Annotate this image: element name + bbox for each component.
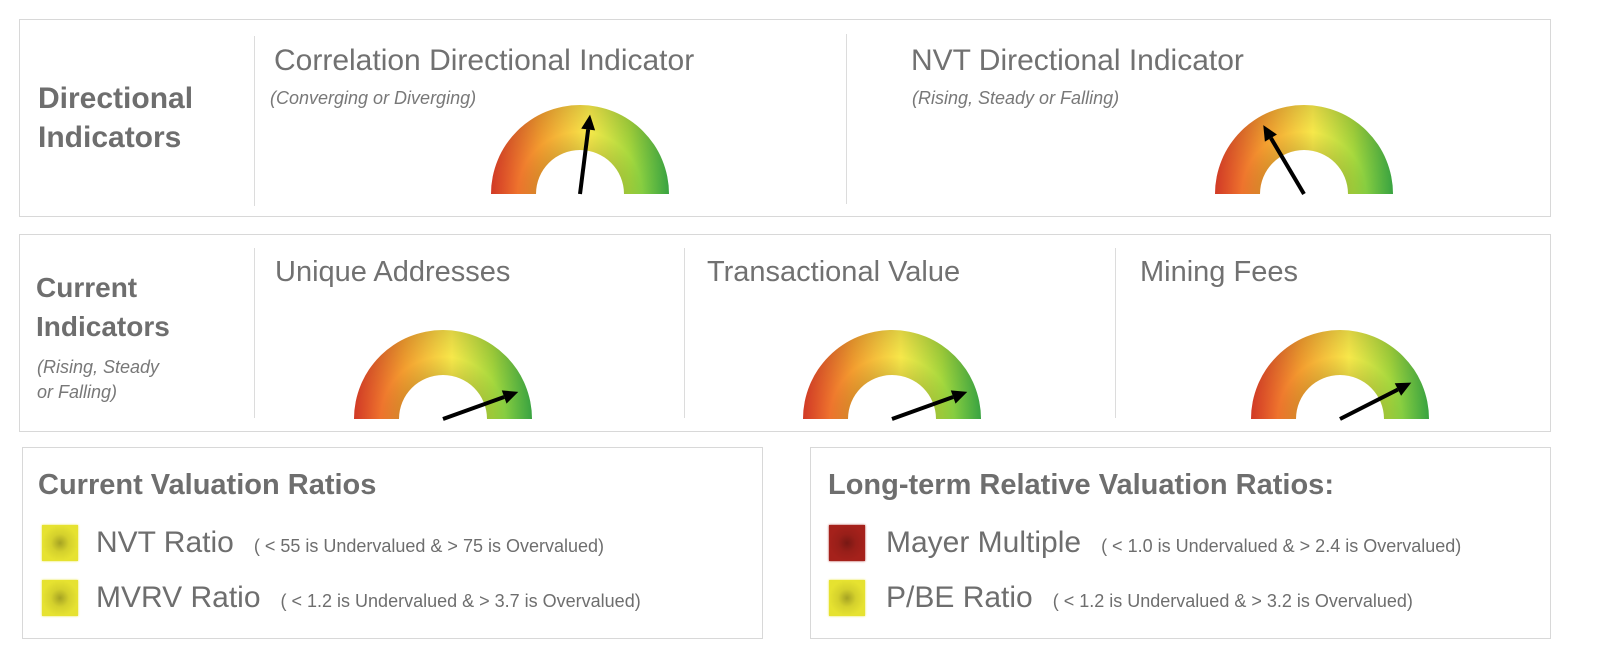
mvrv-ratio-name: MVRV Ratio: [96, 581, 261, 614]
divider: [846, 34, 847, 204]
unique-addresses-gauge: [354, 330, 532, 421]
nvt-directional-indicator-title: NVT Directional Indicator: [911, 44, 1244, 77]
divider: [684, 248, 685, 418]
mayer-multiple-threshold: ( < 1.0 is Undervalued & > 2.4 is Overva…: [1101, 536, 1462, 556]
correlation-indicator-subtitle: (Converging or Diverging): [270, 88, 477, 108]
mayer-multiple-name: Mayer Multiple: [886, 526, 1082, 559]
nvt-ratio-status-swatch: [42, 525, 78, 561]
mayer-multiple-row: Mayer Multiple ( < 1.0 is Undervalued & …: [886, 526, 1461, 560]
gauge-arc-shading: [1215, 105, 1393, 194]
gauge-arc-shading: [803, 330, 981, 419]
gauge-arc-shading: [1251, 330, 1429, 419]
directional-title-line1: Directional: [38, 82, 194, 115]
current-valuation-panel: [22, 447, 763, 639]
current-title-line1: Current: [36, 272, 138, 303]
directional-title-line2: Indicators: [38, 121, 182, 154]
current-valuation-title: Current Valuation Ratios: [38, 469, 377, 501]
gauge-needle-arrowhead: [1394, 382, 1412, 396]
nvt-ratio-threshold: ( < 55 is Undervalued & > 75 is Overvalu…: [253, 536, 605, 556]
gauge-needle-arrowhead: [950, 390, 968, 404]
divider: [1115, 248, 1116, 418]
mining-fees-title: Mining Fees: [1140, 256, 1298, 288]
current-subtitle-line1: (Rising, Steady: [37, 357, 160, 377]
current-subtitle-line2: or Falling): [37, 382, 118, 402]
gauge-needle: [442, 395, 505, 421]
mvrv-ratio-row: MVRV Ratio ( < 1.2 is Undervalued & > 3.…: [96, 581, 641, 615]
gauge-needle: [891, 395, 954, 421]
divider: [254, 248, 255, 418]
transactional-value-gauge: [803, 330, 981, 421]
correlation-gauge: [491, 105, 669, 195]
directional-section-title: Directional Indicators: [38, 79, 193, 157]
nvt-ratio-row: NVT Ratio ( < 55 is Undervalued & > 75 i…: [96, 526, 604, 560]
gauge-arc-shading: [491, 105, 669, 194]
current-section-title: Current Indicators: [36, 268, 170, 346]
divider: [254, 36, 255, 206]
unique-addresses-title: Unique Addresses: [275, 256, 511, 288]
current-title-line2: Indicators: [36, 311, 170, 342]
gauge-needle: [578, 129, 591, 195]
gauge-needle-arrowhead: [581, 114, 596, 131]
nvt-ratio-name: NVT Ratio: [96, 526, 234, 559]
gauge-needle: [1269, 137, 1306, 196]
correlation-indicator-title: Correlation Directional Indicator: [274, 44, 695, 77]
longterm-valuation-title: Long-term Relative Valuation Ratios:: [828, 469, 1334, 501]
pbe-ratio-status-swatch: [829, 580, 865, 616]
longterm-valuation-panel: [810, 447, 1551, 639]
gauge-needle-arrowhead: [1263, 125, 1277, 142]
current-indicators-subtitle: (Rising, Steady or Falling): [37, 355, 159, 405]
gauge-arc-shading: [354, 330, 532, 419]
transactional-value-title: Transactional Value: [707, 256, 961, 288]
mvrv-ratio-status-swatch: [42, 580, 78, 616]
mvrv-ratio-threshold: ( < 1.2 is Undervalued & > 3.7 is Overva…: [280, 591, 641, 611]
pbe-ratio-threshold: ( < 1.2 is Undervalued & > 3.2 is Overva…: [1052, 591, 1413, 611]
gauge-needle-arrowhead: [501, 390, 519, 404]
nvt-directional-indicator-subtitle: (Rising, Steady or Falling): [912, 88, 1120, 108]
gauge-needle: [1339, 387, 1399, 421]
pbe-ratio-row: P/BE Ratio ( < 1.2 is Undervalued & > 3.…: [886, 581, 1413, 615]
mayer-multiple-status-swatch: [829, 525, 865, 561]
mining-fees-gauge: [1251, 330, 1429, 421]
pbe-ratio-name: P/BE Ratio: [886, 581, 1033, 614]
nvt-directional-gauge: [1215, 105, 1393, 196]
